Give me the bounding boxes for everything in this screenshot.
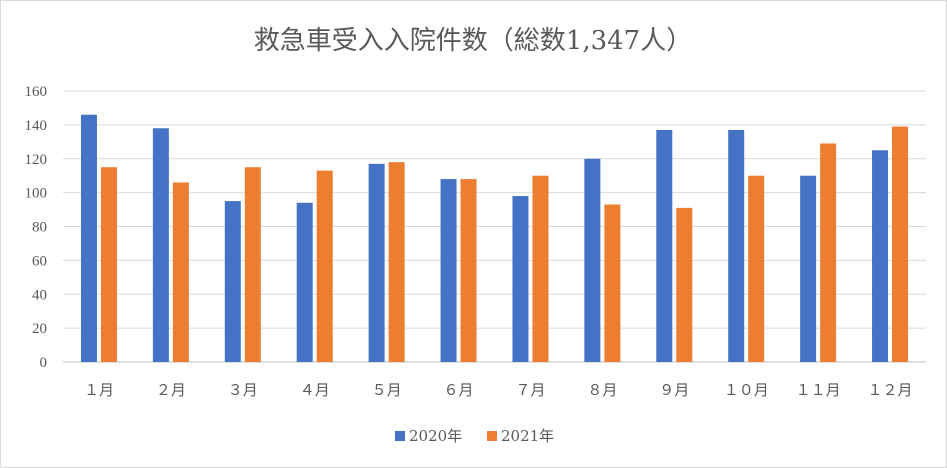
bar-series1 [80,114,97,363]
bar-series1 [800,175,817,362]
x-category-label: １１月 [796,381,841,399]
x-category-label: １０月 [724,381,769,399]
bar-series2 [172,182,189,362]
bar-series1 [440,179,457,362]
gridlines [63,90,926,363]
y-tick-label: 100 [25,186,48,202]
bar-series2 [460,179,477,362]
y-tick-label: 0 [40,355,48,371]
bar-series2 [892,126,909,362]
bar-series1 [872,150,889,362]
bar-series2 [604,204,621,362]
bar-series2 [820,143,837,362]
x-category-label: ３月 [228,381,258,399]
bar-series2 [676,207,693,362]
bar-series1 [296,202,313,362]
y-tick-label: 20 [32,321,47,337]
x-category-label: ８月 [587,381,617,399]
x-axis-categories: １月 ２月 ３月 ４月 ５月 ６月 ７月 ８月 ９月 １０月 １１月 １２月 [84,381,913,399]
bar-series1 [584,158,601,362]
y-tick-label: 80 [32,220,47,236]
bar-series1 [656,129,673,362]
legend-swatch [395,431,405,441]
x-category-label: ７月 [515,381,545,399]
y-axis-ticks: 0 20 40 60 80 100 120 140 160 [25,84,48,371]
y-tick-label: 160 [25,84,48,100]
bars [80,114,909,363]
x-category-label: ６月 [444,381,474,399]
x-category-label: ９月 [659,381,689,399]
legend-label: 2020年 [409,427,462,445]
bar-series1 [368,163,385,362]
chart-title: 救急車受入入院件数（総数1,347人） [254,26,692,56]
bar-series1 [152,128,169,362]
bar-series1 [728,129,745,362]
legend-swatch [487,431,497,441]
x-category-label: ５月 [372,381,402,399]
y-tick-label: 120 [25,152,48,168]
y-tick-label: 40 [32,287,47,303]
bar-series2 [748,175,765,362]
x-category-label: ２月 [156,381,186,399]
bar-series2 [532,175,549,362]
legend-label: 2021年 [501,427,554,445]
y-tick-label: 60 [32,253,47,269]
x-category-label: １月 [84,381,114,399]
x-category-label: ４月 [300,381,330,399]
legend: 2020年 2021年 [395,427,554,445]
bar-series2 [244,167,261,362]
bar-series2 [316,170,333,362]
bar-series1 [224,201,241,362]
bar-series2 [100,167,117,362]
bar-series2 [388,162,405,362]
bar-series1 [512,196,529,362]
x-category-label: １２月 [868,381,913,399]
y-tick-label: 140 [25,118,48,134]
